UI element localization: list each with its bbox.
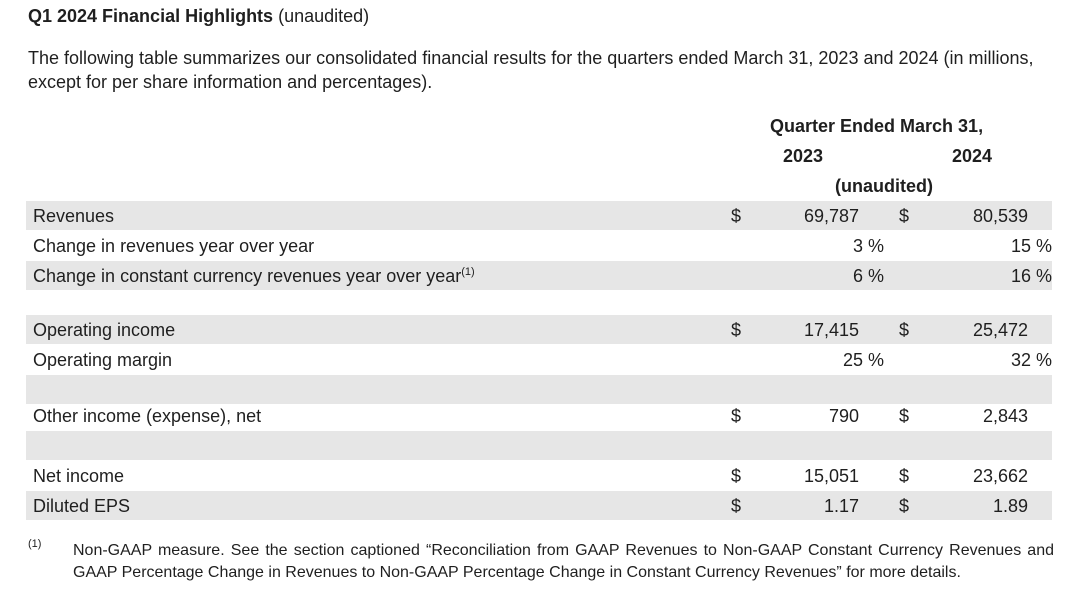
value-2024: 15 % [1010,236,1052,256]
value-2024: 16 % [1010,266,1052,286]
section-title-main: Q1 2024 Financial Highlights [28,6,274,26]
row-band [26,431,1052,460]
value-2023: 1.17 [823,496,859,516]
row-band [26,491,1052,520]
currency-symbol: $ [730,466,741,486]
table-row-operating-income: Operating income $ 17,415 $ 25,472 [0,315,1066,345]
currency-symbol: $ [898,496,909,516]
value-2024: 80,539 [972,206,1028,226]
currency-symbol: $ [730,406,741,426]
row-label: Operating income [33,320,176,340]
intro-paragraph: The following table summarizes our conso… [28,48,1034,92]
row-label-text: Change in constant currency revenues yea… [33,266,462,286]
value-2023: 790 [828,406,859,426]
currency-symbol: $ [730,496,741,516]
row-label: Revenues [33,206,115,226]
row-label: Diluted EPS [33,496,131,516]
table-row-revenue-change: Change in revenues year over year 3 % 15… [0,231,1066,261]
table-row-diluted-eps: Diluted EPS $ 1.17 $ 1.89 [0,491,1066,521]
value-2024: 1.89 [992,496,1028,516]
value-2024: 25,472 [972,320,1028,340]
header-period: Quarter Ended March 31, [770,116,984,136]
value-2023: 6 % [852,266,884,286]
currency-symbol: $ [730,206,741,226]
value-2023: 25 % [842,350,884,370]
row-label: Change in constant currency revenues yea… [33,261,475,291]
value-2023: 69,787 [803,206,859,226]
value-2023: 15,051 [803,466,859,486]
table-row-operating-margin: Operating margin 25 % 32 % [0,345,1066,375]
currency-symbol: $ [898,406,909,426]
table-row-net-income: Net income $ 15,051 $ 23,662 [0,461,1066,491]
currency-symbol: $ [898,466,909,486]
value-2024: 2,843 [982,406,1028,426]
row-label: Operating margin [33,350,173,370]
row-label: Other income (expense), net [33,406,262,426]
row-band [26,375,1052,404]
section-title-suffix: (unaudited) [278,6,370,26]
header-year-2023: 2023 [783,146,824,166]
footnote-reference: (1) [461,266,475,278]
table-row-other-income: Other income (expense), net $ 790 $ 2,84… [0,401,1066,431]
currency-symbol: $ [898,206,909,226]
header-year-2024: 2024 [952,146,993,166]
row-label: Net income [33,466,125,486]
row-label: Change in revenues year over year [33,236,315,256]
value-2023: 3 % [852,236,884,256]
value-2024: 32 % [1010,350,1052,370]
section-title: Q1 2024 Financial Highlights (unaudited) [28,5,369,27]
footnote-marker: (1) [28,538,42,550]
currency-symbol: $ [898,320,909,340]
value-2023: 17,415 [803,320,859,340]
row-band [26,261,1052,290]
table-row-cc-revenue-change: Change in constant currency revenues yea… [0,261,1066,291]
footnote-text: Non-GAAP measure. See the section captio… [73,542,1054,581]
header-unaudited: (unaudited) [835,176,933,196]
table-row-revenues: Revenues $ 69,787 $ 80,539 [0,201,1066,231]
row-band [26,315,1052,344]
value-2024: 23,662 [972,466,1028,486]
row-band [26,201,1052,230]
currency-symbol: $ [730,320,741,340]
